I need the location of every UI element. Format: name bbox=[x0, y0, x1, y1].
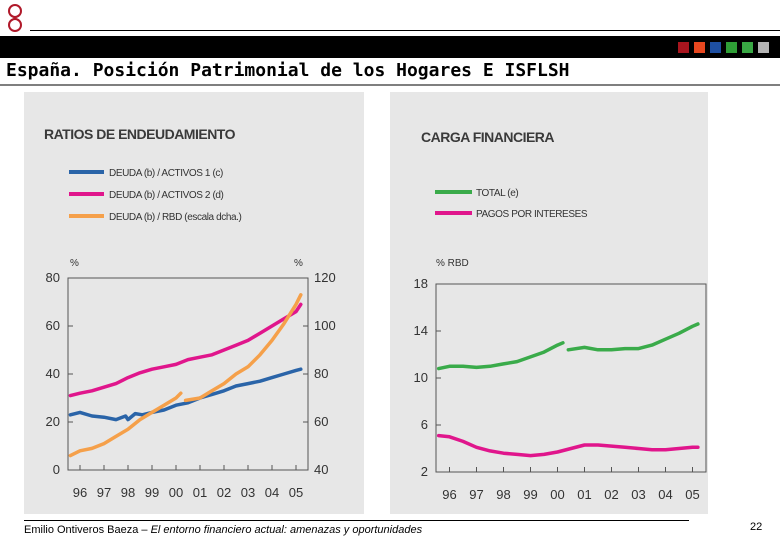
x-tick-label: 02 bbox=[604, 487, 618, 502]
chart-title: CARGA FINANCIERA bbox=[421, 129, 554, 145]
chart-title: RATIOS DE ENDEUDAMIENTO bbox=[44, 126, 236, 142]
legend-label-deuda-activos2: DEUDA (b) / ACTIVOS 2 (d) bbox=[109, 190, 224, 201]
legend-label-deuda-activos1: DEUDA (b) / ACTIVOS 1 (c) bbox=[109, 168, 223, 179]
x-tick-label: 98 bbox=[121, 485, 135, 500]
debt-ratios-chart: RATIOS DE ENDEUDAMIENTO DEUDA (b) / ACTI… bbox=[44, 126, 336, 500]
x-tick-label: 05 bbox=[685, 487, 699, 502]
legend-label-intereses: PAGOS POR INTERESES bbox=[476, 209, 588, 220]
plot-frame bbox=[435, 283, 707, 473]
chart-panel-financial-burden: CARGA FINANCIERA TOTAL (e) PAGOS POR INT… bbox=[390, 92, 708, 514]
x-tick-label: 97 bbox=[97, 485, 111, 500]
x-tick-label: 05 bbox=[289, 485, 303, 500]
y-tick-label-left: 60 bbox=[46, 318, 60, 333]
x-tick-label: 99 bbox=[523, 487, 537, 502]
title-bar bbox=[0, 58, 780, 86]
header-bar bbox=[0, 36, 780, 58]
page-number: 22 bbox=[750, 521, 763, 533]
y-tick-label-left: 18 bbox=[414, 276, 428, 291]
y-tick-label-left: 14 bbox=[414, 323, 428, 338]
y-tick-label-left: 6 bbox=[421, 417, 428, 432]
x-tick-label: 02 bbox=[217, 485, 231, 500]
x-tick-label: 98 bbox=[496, 487, 510, 502]
legend: TOTAL (e) PAGOS POR INTERESES bbox=[435, 188, 588, 220]
x-tick-label: 01 bbox=[193, 485, 207, 500]
header-rule bbox=[30, 30, 780, 31]
color-square-5 bbox=[742, 42, 753, 53]
series-line-deuda-b-rbd-escala-dcha-part2 bbox=[183, 293, 303, 403]
page-title: España. Posición Patrimonial de los Hoga… bbox=[6, 60, 570, 81]
series-line-deuda-b-rbd-escala-dcha-part1 bbox=[68, 391, 183, 458]
series-line-total-e-part1 bbox=[436, 341, 565, 371]
x-tick-label: 99 bbox=[145, 485, 159, 500]
y-tick-label-left: 10 bbox=[414, 370, 428, 385]
financial-burden-chart: CARGA FINANCIERA TOTAL (e) PAGOS POR INT… bbox=[414, 129, 707, 502]
y-unit: % RBD bbox=[436, 258, 469, 269]
y-tick-label-left: 40 bbox=[46, 366, 60, 381]
footer-citation: Emilio Ontiveros Baeza – El entorno fina… bbox=[24, 524, 422, 536]
x-tick-label: 01 bbox=[577, 487, 591, 502]
series-line-deuda-b-activos-2-d bbox=[68, 302, 303, 398]
y-tick-label-left: 20 bbox=[46, 414, 60, 429]
series-line-total-e-part2 bbox=[566, 322, 700, 352]
footer-author: Emilio Ontiveros Baeza – bbox=[24, 524, 151, 536]
color-square-3 bbox=[710, 42, 721, 53]
y-tick-label-right: 60 bbox=[314, 414, 328, 429]
x-tick-label: 00 bbox=[550, 487, 564, 502]
x-tick-label: 97 bbox=[469, 487, 483, 502]
chart-panel-debt-ratios: RATIOS DE ENDEUDAMIENTO DEUDA (b) / ACTI… bbox=[24, 92, 364, 514]
legend-label-deuda-rbd: DEUDA (b) / RBD (escala dcha.) bbox=[109, 212, 242, 223]
y-tick-label-right: 40 bbox=[314, 462, 328, 477]
x-tick-label: 96 bbox=[73, 485, 87, 500]
y-tick-label-right: 100 bbox=[314, 318, 336, 333]
y-unit-right: % bbox=[294, 258, 303, 269]
y-tick-label-left: 0 bbox=[53, 462, 60, 477]
y-tick-label-right: 120 bbox=[314, 270, 336, 285]
series-line-deuda-b-activos-1-c bbox=[68, 367, 303, 422]
series-line-pagos-por-intereses bbox=[436, 433, 700, 458]
x-tick-label: 04 bbox=[658, 487, 672, 502]
x-tick-label: 04 bbox=[265, 485, 279, 500]
plot-frame bbox=[67, 277, 309, 471]
x-tick-label: 00 bbox=[169, 485, 183, 500]
footer-rule bbox=[24, 520, 689, 521]
color-square-6 bbox=[758, 42, 769, 53]
company-logo bbox=[8, 4, 22, 32]
y-tick-label-left: 80 bbox=[46, 270, 60, 285]
x-tick-label: 03 bbox=[241, 485, 255, 500]
color-square-4 bbox=[726, 42, 737, 53]
y-unit-left: % bbox=[70, 258, 79, 269]
x-tick-label: 96 bbox=[442, 487, 456, 502]
x-tick-label: 03 bbox=[631, 487, 645, 502]
color-square-1 bbox=[678, 42, 689, 53]
y-tick-label-left: 2 bbox=[421, 464, 428, 479]
legend-label-total: TOTAL (e) bbox=[476, 188, 518, 199]
color-square-2 bbox=[694, 42, 705, 53]
footer-book-title: El entorno financiero actual: amenazas y… bbox=[150, 524, 423, 536]
legend: DEUDA (b) / ACTIVOS 1 (c) DEUDA (b) / AC… bbox=[69, 168, 242, 223]
y-tick-label-right: 80 bbox=[314, 366, 328, 381]
